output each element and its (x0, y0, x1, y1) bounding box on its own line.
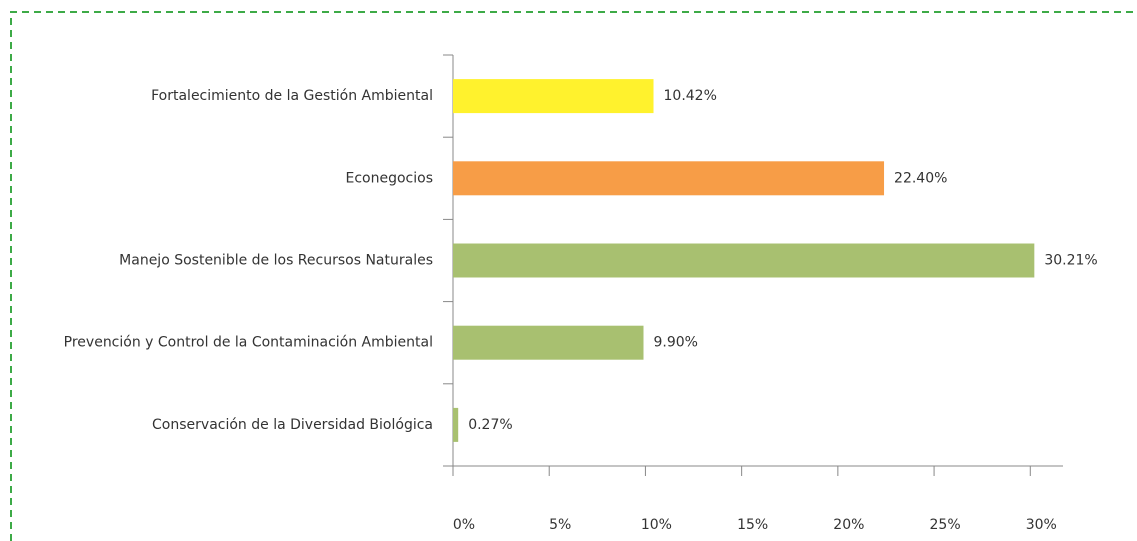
bar (453, 325, 644, 360)
value-label: 10.42% (664, 88, 717, 104)
value-label: 22.40% (894, 170, 947, 186)
x-tick-label: 15% (737, 517, 768, 533)
x-tick-label: 20% (833, 517, 864, 533)
bar (453, 79, 654, 114)
y-tick-label: Fortalecimiento de la Gestión Ambiental (151, 88, 433, 104)
y-tick-label: Prevención y Control de la Contaminación… (64, 335, 433, 351)
bar (453, 243, 1035, 278)
bar (453, 161, 885, 196)
x-tick-label: 10% (641, 517, 672, 533)
frame-border (10, 11, 1137, 541)
x-tick-label: 0% (453, 517, 475, 533)
value-label: 30.21% (1044, 253, 1097, 269)
y-tick-label: Manejo Sostenible de los Recursos Natura… (119, 253, 433, 269)
x-tick-label: 25% (930, 517, 961, 533)
value-label: 0.27% (468, 417, 512, 433)
y-tick-label: Conservación de la Diversidad Biológica (152, 417, 433, 433)
bar (453, 407, 459, 442)
x-tick-label: 30% (1026, 517, 1057, 533)
value-label: 9.90% (654, 335, 698, 351)
x-tick-label: 5% (549, 517, 571, 533)
y-tick-label: Econegocios (346, 170, 434, 186)
